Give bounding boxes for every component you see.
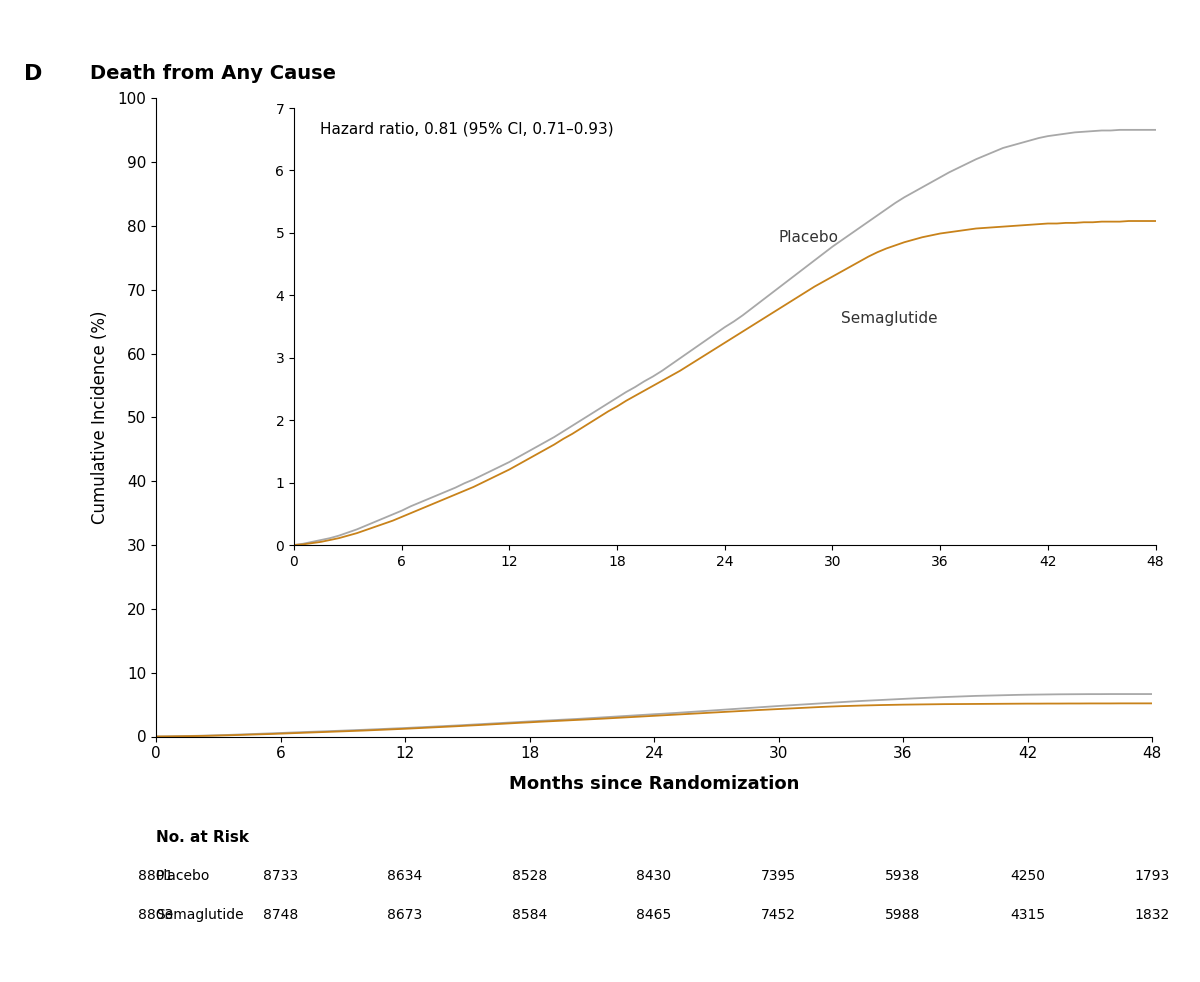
Text: No. at Risk: No. at Risk xyxy=(156,830,250,845)
Text: 8801: 8801 xyxy=(138,869,174,883)
Text: 1832: 1832 xyxy=(1134,908,1170,922)
Text: 7452: 7452 xyxy=(761,908,796,922)
Text: 7395: 7395 xyxy=(761,869,796,883)
Text: Placebo: Placebo xyxy=(779,230,839,246)
Text: 1793: 1793 xyxy=(1134,869,1170,883)
Text: 8673: 8673 xyxy=(388,908,422,922)
Text: Hazard ratio, 0.81 (95% CI, 0.71–0.93): Hazard ratio, 0.81 (95% CI, 0.71–0.93) xyxy=(320,121,613,136)
Text: 8634: 8634 xyxy=(388,869,422,883)
Text: 8584: 8584 xyxy=(512,908,547,922)
Text: 5988: 5988 xyxy=(886,908,920,922)
Text: 8528: 8528 xyxy=(512,869,547,883)
Text: 4315: 4315 xyxy=(1010,908,1045,922)
Text: Death from Any Cause: Death from Any Cause xyxy=(90,64,336,82)
X-axis label: Months since Randomization: Months since Randomization xyxy=(509,775,799,793)
Text: 8465: 8465 xyxy=(636,908,672,922)
Text: D: D xyxy=(24,64,42,83)
Text: Placebo: Placebo xyxy=(156,869,210,883)
Text: 8803: 8803 xyxy=(138,908,174,922)
Text: 8748: 8748 xyxy=(263,908,298,922)
Y-axis label: Cumulative Incidence (%): Cumulative Incidence (%) xyxy=(91,310,109,524)
Text: 8733: 8733 xyxy=(263,869,298,883)
Text: 4250: 4250 xyxy=(1010,869,1045,883)
Text: 8430: 8430 xyxy=(636,869,672,883)
Text: Semaglutide: Semaglutide xyxy=(841,311,938,326)
Text: 5938: 5938 xyxy=(886,869,920,883)
Text: Semaglutide: Semaglutide xyxy=(156,908,244,922)
